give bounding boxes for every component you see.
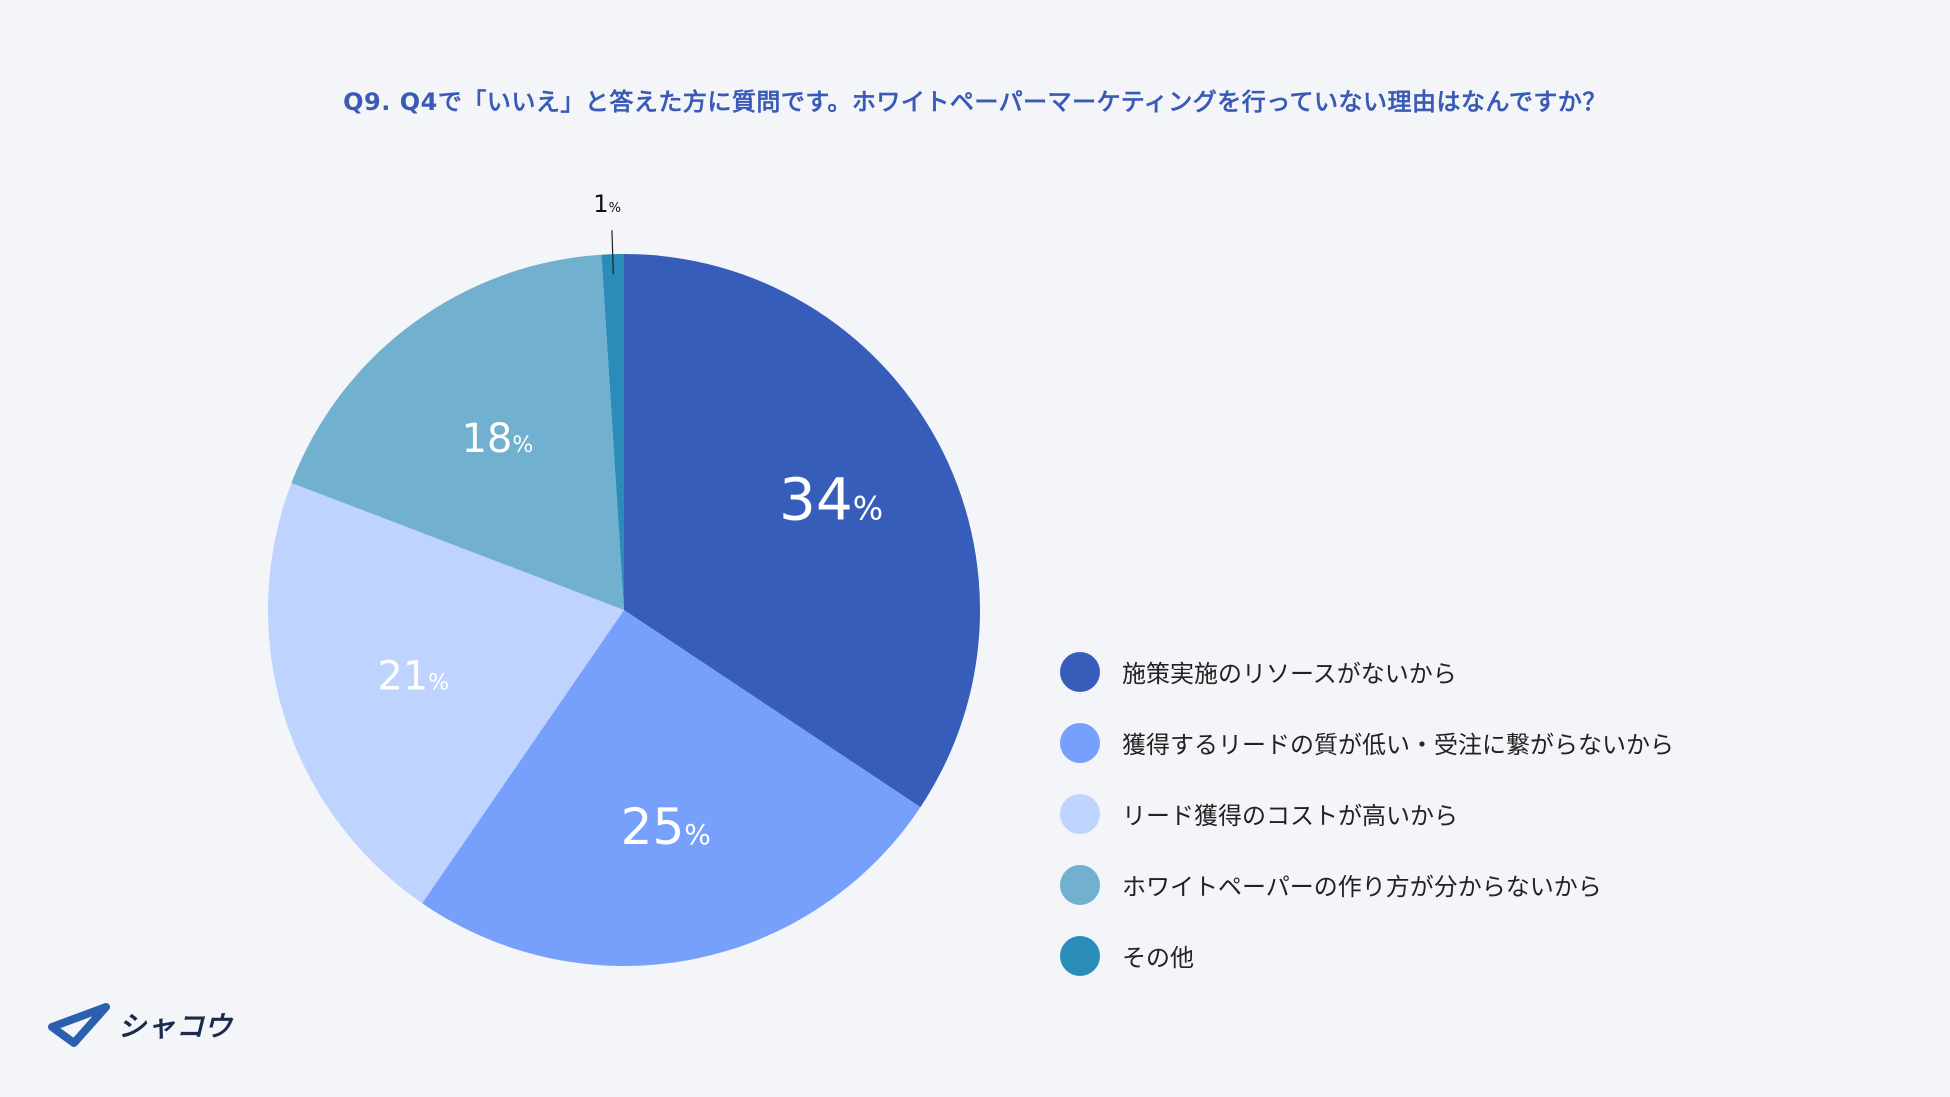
legend-label: 施策実施のリソースがないから — [1122, 660, 1457, 688]
slice-value-label: 34% — [779, 465, 883, 533]
slice-resource — [624, 254, 981, 808]
legend-swatch — [1060, 864, 1100, 905]
slice-other — [601, 254, 624, 610]
slice-value-label: 18% — [461, 416, 533, 462]
legend-item-resource: 施策実施のリソースがないから — [1060, 636, 1674, 707]
legend-swatch — [1060, 935, 1100, 976]
slice-lead-cost — [268, 482, 624, 904]
chart-title: Q9. Q4で「いいえ」と答えた方に質問です。ホワイトペーパーマーケティングを行… — [343, 88, 1607, 116]
slice-value-label: 21% — [377, 654, 449, 700]
shakou-logo: シャコウ — [48, 1003, 233, 1047]
legend-swatch — [1060, 722, 1100, 763]
logo-text: シャコウ — [118, 1010, 233, 1043]
slice-value-label: 25% — [621, 798, 711, 856]
slice-lead-quality — [422, 610, 921, 967]
legend: 施策実施のリソースがないから 獲得するリードの質が低い・受注に繋がらないから リ… — [1060, 636, 1674, 991]
legend-item-lead-quality: 獲得するリードの質が低い・受注に繋がらないから — [1060, 707, 1674, 778]
legend-label: ホワイトペーパーの作り方が分からないから — [1122, 873, 1602, 901]
legend-label: 獲得するリードの質が低い・受注に繋がらないから — [1122, 731, 1674, 759]
legend-item-lead-cost: リード獲得のコストが高いから — [1060, 778, 1674, 849]
legend-label: リード獲得のコストが高いから — [1122, 802, 1458, 830]
slice-how-to — [291, 254, 624, 610]
legend-swatch — [1060, 651, 1100, 692]
slice-value-label: 1% — [593, 190, 621, 218]
leader-line — [611, 230, 614, 275]
legend-swatch — [1060, 793, 1100, 834]
legend-item-other: その他 — [1060, 920, 1674, 991]
logo-mark-icon — [48, 1003, 110, 1047]
legend-item-how-to: ホワイトペーパーの作り方が分からないから — [1060, 849, 1674, 920]
legend-label: その他 — [1122, 944, 1194, 972]
